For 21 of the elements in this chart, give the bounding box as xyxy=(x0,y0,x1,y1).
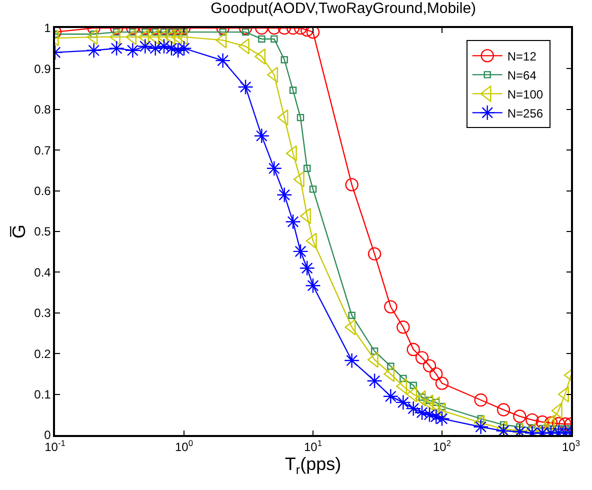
x-tick-label: 10$^{0}$ xyxy=(174,438,194,454)
x-axis-title: T$_{r}$(pps) xyxy=(284,454,342,477)
y-tick-label: 0.3 xyxy=(34,306,52,320)
x-tick-label: 10$^{3}$ xyxy=(562,438,580,454)
x-tick-label: 10$^{2}$ xyxy=(432,438,452,454)
chart-title: Goodput(AODV,TwoRayGround,Mobile) xyxy=(210,0,476,17)
x-tick-label: 10$^{1}$ xyxy=(304,438,322,454)
legend-label: N=100 xyxy=(507,87,544,102)
y-axis-title: G̅ xyxy=(8,224,29,239)
y-tick-label: 1 xyxy=(44,21,52,36)
y-tick-label: 0.8 xyxy=(34,102,52,117)
y-tick-label: 0.4 xyxy=(34,265,52,280)
legend-label: N=64 xyxy=(507,68,537,82)
y-tick-label: 0.9 xyxy=(34,62,52,76)
legend-label: N=256 xyxy=(507,106,544,120)
y-tick-label: 0.1 xyxy=(34,388,52,402)
y-tick-label: 0.7 xyxy=(34,143,52,158)
legend-label: N=12 xyxy=(507,49,537,64)
y-tick-label: 0.6 xyxy=(34,184,52,198)
y-tick-label: 0.2 xyxy=(34,346,52,361)
y-tick-label: 0.5 xyxy=(34,224,52,239)
